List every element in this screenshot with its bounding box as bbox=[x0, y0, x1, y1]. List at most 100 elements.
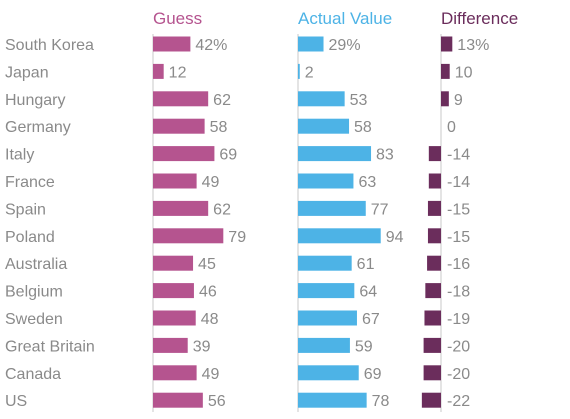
value-label-difference-us: -22 bbox=[447, 393, 470, 410]
bar-difference-hungary bbox=[441, 91, 449, 107]
bar-guess-belgium bbox=[153, 283, 194, 299]
bar-actual-value-germany bbox=[298, 118, 350, 134]
header-difference: Difference bbox=[441, 9, 518, 28]
value-label-actual-value-australia: 61 bbox=[357, 256, 375, 273]
value-label-difference-italy: -14 bbox=[447, 147, 470, 164]
bar-actual-value-italy bbox=[298, 146, 372, 162]
value-label-difference-poland: -15 bbox=[447, 229, 470, 246]
value-label-guess-spain: 62 bbox=[213, 201, 231, 218]
value-label-difference-great-britain: -20 bbox=[447, 338, 470, 355]
country-label-sweden: Sweden bbox=[5, 311, 63, 328]
bar-actual-value-sweden bbox=[298, 310, 357, 326]
value-label-guess-belgium: 46 bbox=[199, 284, 217, 301]
bar-difference-us bbox=[421, 392, 441, 408]
value-label-difference-germany: 0 bbox=[447, 119, 456, 136]
value-label-actual-value-hungary: 53 bbox=[350, 92, 368, 109]
value-label-guess-canada: 49 bbox=[202, 366, 220, 383]
bar-difference-italy bbox=[428, 146, 441, 162]
bar-guess-italy bbox=[153, 146, 215, 162]
bar-difference-south-korea bbox=[441, 36, 453, 52]
bar-actual-value-south-korea bbox=[298, 36, 324, 52]
bar-difference-great-britain bbox=[423, 337, 441, 353]
value-label-actual-value-sweden: 67 bbox=[362, 311, 380, 328]
bar-guess-sweden bbox=[153, 310, 196, 326]
bar-difference-australia bbox=[427, 255, 441, 271]
value-label-guess-south-korea: 42% bbox=[195, 37, 227, 54]
value-label-guess-poland: 79 bbox=[228, 229, 246, 246]
bar-difference-canada bbox=[423, 365, 441, 381]
bar-guess-france bbox=[153, 173, 197, 189]
value-label-actual-value-great-britain: 59 bbox=[355, 338, 373, 355]
country-label-great-britain: Great Britain bbox=[5, 338, 95, 355]
value-label-difference-hungary: 9 bbox=[454, 92, 463, 109]
value-label-difference-canada: -20 bbox=[447, 366, 470, 383]
country-label-poland: Poland bbox=[5, 229, 55, 246]
bar-difference-belgium bbox=[425, 283, 441, 299]
bar-actual-value-poland bbox=[298, 228, 381, 244]
value-label-guess-sweden: 48 bbox=[201, 311, 219, 328]
value-label-difference-australia: -16 bbox=[447, 256, 470, 273]
header-guess: Guess bbox=[153, 9, 202, 28]
bar-guess-spain bbox=[153, 200, 209, 216]
value-label-actual-value-belgium: 64 bbox=[359, 284, 377, 301]
value-label-actual-value-germany: 58 bbox=[354, 119, 372, 136]
value-label-difference-japan: 10 bbox=[455, 64, 473, 81]
value-label-difference-france: -14 bbox=[447, 174, 470, 191]
bar-actual-value-belgium bbox=[298, 283, 355, 299]
value-label-actual-value-japan: 2 bbox=[305, 64, 314, 81]
value-label-guess-japan: 12 bbox=[169, 64, 187, 81]
bar-actual-value-japan bbox=[298, 63, 300, 79]
country-label-belgium: Belgium bbox=[5, 284, 63, 301]
value-label-actual-value-poland: 94 bbox=[386, 229, 404, 246]
bar-actual-value-canada bbox=[298, 365, 359, 381]
value-label-guess-france: 49 bbox=[202, 174, 220, 191]
country-label-hungary: Hungary bbox=[5, 92, 65, 109]
value-label-difference-belgium: -18 bbox=[447, 284, 470, 301]
value-label-difference-south-korea: 13% bbox=[457, 37, 489, 54]
country-label-canada: Canada bbox=[5, 366, 61, 383]
country-label-japan: Japan bbox=[5, 64, 49, 81]
country-label-germany: Germany bbox=[5, 119, 71, 136]
bar-guess-us bbox=[153, 392, 203, 408]
bar-actual-value-spain bbox=[298, 200, 366, 216]
bar-actual-value-great-britain bbox=[298, 337, 350, 353]
value-label-guess-hungary: 62 bbox=[213, 92, 231, 109]
bar-guess-hungary bbox=[153, 91, 209, 107]
country-label-france: France bbox=[5, 174, 55, 191]
value-label-actual-value-canada: 69 bbox=[364, 366, 382, 383]
value-label-difference-sweden: -19 bbox=[447, 311, 470, 328]
bar-guess-south-korea bbox=[153, 36, 191, 52]
country-label-australia: Australia bbox=[5, 256, 67, 273]
country-label-italy: Italy bbox=[5, 147, 34, 164]
value-label-guess-us: 56 bbox=[208, 393, 226, 410]
bar-actual-value-france bbox=[298, 173, 354, 189]
bar-actual-value-us bbox=[298, 392, 367, 408]
bar-actual-value-australia bbox=[298, 255, 352, 271]
country-label-us: US bbox=[5, 393, 27, 410]
value-label-actual-value-spain: 77 bbox=[371, 201, 389, 218]
value-label-actual-value-us: 78 bbox=[372, 393, 390, 410]
bar-guess-japan bbox=[153, 63, 164, 79]
bar-difference-japan bbox=[441, 63, 450, 79]
bar-guess-poland bbox=[153, 228, 224, 244]
bar-difference-sweden bbox=[424, 310, 441, 326]
value-label-actual-value-south-korea: 29% bbox=[329, 37, 361, 54]
value-label-guess-italy: 69 bbox=[219, 147, 237, 164]
country-label-spain: Spain bbox=[5, 201, 46, 218]
bar-difference-spain bbox=[427, 200, 441, 216]
country-label-south-korea: South Korea bbox=[5, 37, 94, 54]
bar-guess-great-britain bbox=[153, 337, 188, 353]
bar-guess-australia bbox=[153, 255, 194, 271]
value-label-difference-spain: -15 bbox=[447, 201, 470, 218]
value-label-guess-germany: 58 bbox=[210, 119, 228, 136]
value-label-guess-australia: 45 bbox=[198, 256, 216, 273]
value-label-actual-value-italy: 83 bbox=[376, 147, 394, 164]
bar-difference-poland bbox=[427, 228, 441, 244]
value-label-guess-great-britain: 39 bbox=[193, 338, 211, 355]
bar-actual-value-hungary bbox=[298, 91, 345, 107]
bar-guess-germany bbox=[153, 118, 205, 134]
header-actual-value: Actual Value bbox=[298, 9, 392, 28]
bar-difference-france bbox=[428, 173, 441, 189]
bar-guess-canada bbox=[153, 365, 197, 381]
